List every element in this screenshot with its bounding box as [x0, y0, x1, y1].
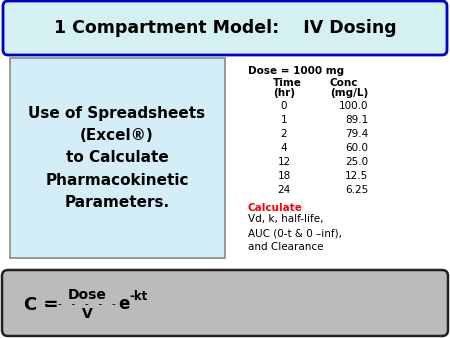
FancyBboxPatch shape [2, 270, 448, 336]
Text: (hr): (hr) [273, 88, 295, 98]
Text: 24: 24 [277, 185, 291, 195]
Text: 12.5: 12.5 [345, 171, 368, 181]
Text: 4: 4 [281, 143, 287, 153]
Text: e: e [118, 295, 130, 313]
Text: - - - - - - -: - - - - - - - [43, 299, 131, 309]
Text: Conc: Conc [330, 78, 359, 88]
Text: 79.4: 79.4 [345, 129, 368, 139]
Text: 18: 18 [277, 171, 291, 181]
Text: V: V [81, 307, 92, 321]
Text: 1 Compartment Model:    IV Dosing: 1 Compartment Model: IV Dosing [54, 19, 396, 37]
Text: Time: Time [273, 78, 302, 88]
Text: 6.25: 6.25 [345, 185, 368, 195]
Text: 100.0: 100.0 [338, 101, 368, 111]
Text: 1: 1 [281, 115, 287, 125]
FancyBboxPatch shape [3, 1, 447, 55]
Text: 0: 0 [281, 101, 287, 111]
FancyBboxPatch shape [10, 58, 225, 258]
Text: Dose: Dose [68, 288, 107, 302]
Text: Use of Spreadsheets
(Excel®)
to Calculate
Pharmacokinetic
Parameters.: Use of Spreadsheets (Excel®) to Calculat… [28, 106, 206, 210]
Text: 25.0: 25.0 [345, 157, 368, 167]
Text: Vd, k, half-life,
AUC (0-t & 0 –inf),
and Clearance: Vd, k, half-life, AUC (0-t & 0 –inf), an… [248, 214, 342, 252]
Text: 89.1: 89.1 [345, 115, 368, 125]
Text: Dose = 1000 mg: Dose = 1000 mg [248, 66, 344, 76]
Text: (mg/L): (mg/L) [330, 88, 368, 98]
Text: 12: 12 [277, 157, 291, 167]
Text: 2: 2 [281, 129, 287, 139]
Text: 60.0: 60.0 [345, 143, 368, 153]
Text: C =: C = [24, 296, 65, 314]
Text: -kt: -kt [129, 290, 147, 303]
Text: Calculate: Calculate [248, 203, 303, 213]
